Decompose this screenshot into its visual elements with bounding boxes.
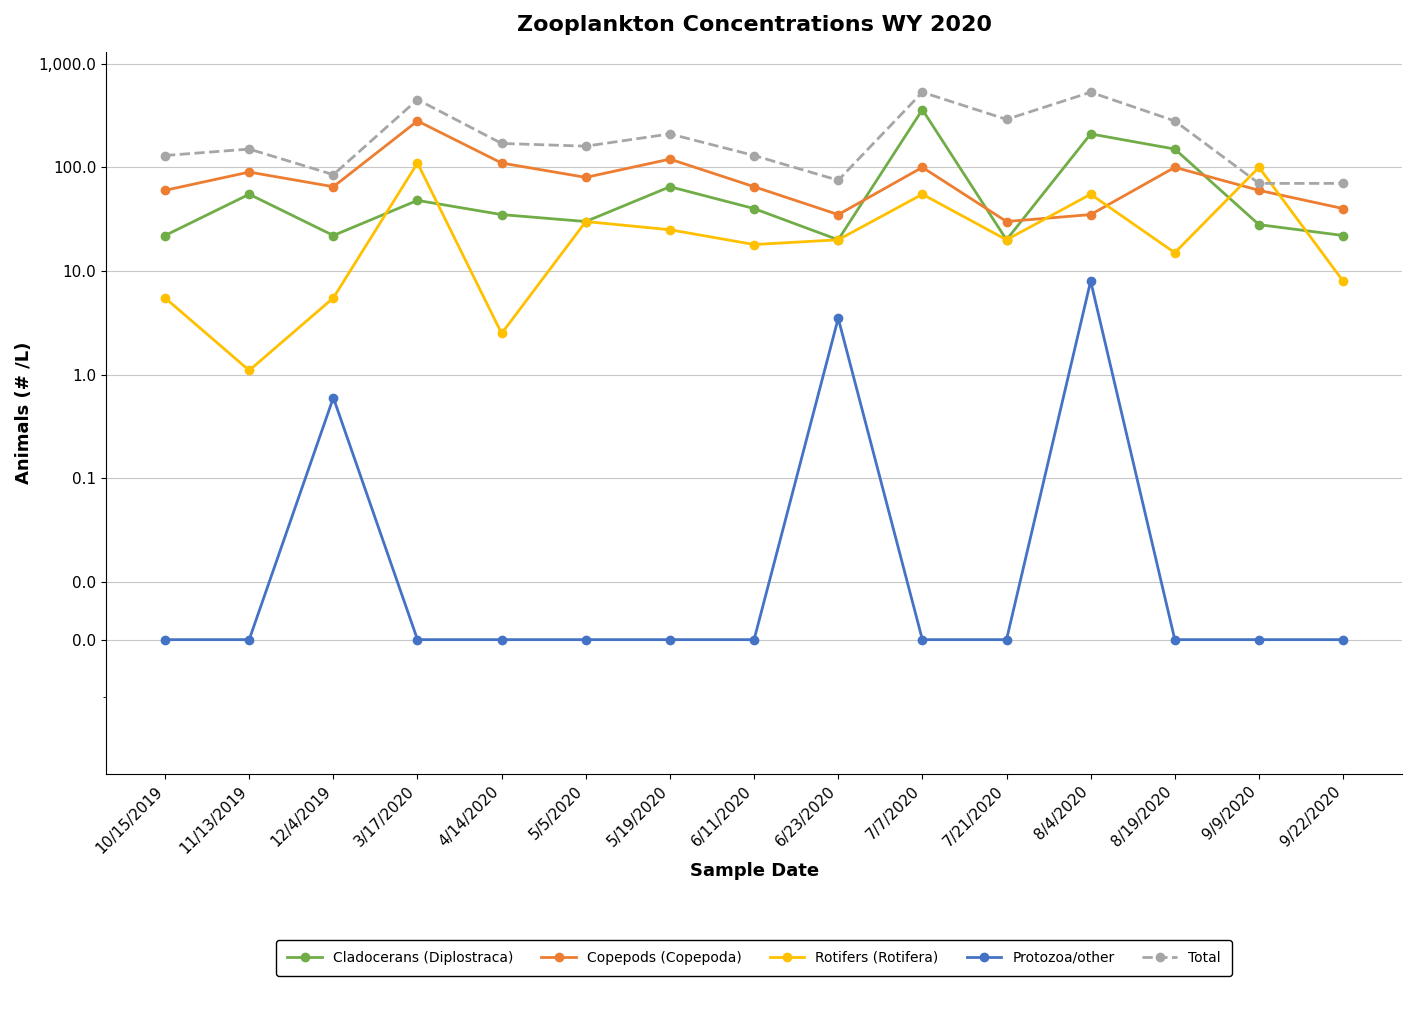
Protozoa/other [998, 634, 1015, 646]
Protozoa/other [324, 391, 341, 404]
Copepods (Copepoda) [1250, 184, 1267, 196]
Total [1250, 178, 1267, 190]
Rotifers (Rotifera) [410, 157, 427, 169]
Total [410, 94, 427, 106]
Protozoa/other [1335, 634, 1352, 646]
Total [998, 114, 1015, 126]
Copepods (Copepoda) [241, 166, 258, 179]
Protozoa/other [241, 634, 258, 646]
Total [577, 140, 594, 153]
Total [156, 150, 173, 162]
Legend: Cladocerans (Diplostraca), Copepods (Copepoda), Rotifers (Rotifera), Protozoa/ot: Cladocerans (Diplostraca), Copepods (Cop… [276, 940, 1231, 976]
Cladocerans (Diplostraca) [324, 229, 341, 241]
Line: Total: Total [162, 88, 1348, 188]
Total [241, 142, 258, 155]
Protozoa/other [1083, 275, 1100, 287]
Protozoa/other [830, 312, 847, 324]
Protozoa/other [493, 634, 510, 646]
Total [830, 174, 847, 187]
Protozoa/other [577, 634, 594, 646]
X-axis label: Sample Date: Sample Date [690, 862, 819, 879]
Total [662, 128, 679, 140]
Total [324, 168, 341, 181]
Copepods (Copepoda) [577, 171, 594, 184]
Total [1166, 115, 1183, 127]
Title: Zooplankton Concentrations WY 2020: Zooplankton Concentrations WY 2020 [517, 15, 992, 35]
Cladocerans (Diplostraca) [410, 194, 427, 206]
Cladocerans (Diplostraca) [577, 216, 594, 228]
Copepods (Copepoda) [410, 115, 427, 127]
Rotifers (Rotifera) [1335, 275, 1352, 287]
Total [493, 137, 510, 150]
Copepods (Copepoda) [998, 216, 1015, 228]
Protozoa/other [1250, 634, 1267, 646]
Rotifers (Rotifera) [241, 364, 258, 377]
Rotifers (Rotifera) [914, 188, 931, 200]
Protozoa/other [914, 634, 931, 646]
Copepods (Copepoda) [156, 184, 173, 196]
Protozoa/other [1166, 634, 1183, 646]
Y-axis label: Animals (# /L): Animals (# /L) [16, 342, 33, 484]
Cladocerans (Diplostraca) [156, 229, 173, 241]
Protozoa/other [156, 634, 173, 646]
Copepods (Copepoda) [914, 161, 931, 173]
Rotifers (Rotifera) [577, 216, 594, 228]
Protozoa/other [662, 634, 679, 646]
Cladocerans (Diplostraca) [1166, 142, 1183, 155]
Line: Protozoa/other: Protozoa/other [162, 277, 1348, 644]
Cladocerans (Diplostraca) [998, 233, 1015, 246]
Protozoa/other [410, 634, 427, 646]
Copepods (Copepoda) [324, 181, 341, 193]
Rotifers (Rotifera) [1250, 161, 1267, 173]
Cladocerans (Diplostraca) [745, 202, 762, 215]
Rotifers (Rotifera) [998, 233, 1015, 246]
Total [914, 86, 931, 98]
Protozoa/other [745, 634, 762, 646]
Cladocerans (Diplostraca) [1083, 128, 1100, 140]
Line: Cladocerans (Diplostraca): Cladocerans (Diplostraca) [162, 105, 1348, 244]
Rotifers (Rotifera) [493, 327, 510, 340]
Cladocerans (Diplostraca) [493, 208, 510, 221]
Cladocerans (Diplostraca) [1335, 229, 1352, 241]
Line: Copepods (Copepoda): Copepods (Copepoda) [162, 117, 1348, 226]
Rotifers (Rotifera) [324, 292, 341, 304]
Total [1335, 178, 1352, 190]
Rotifers (Rotifera) [1083, 188, 1100, 200]
Copepods (Copepoda) [1083, 208, 1100, 221]
Copepods (Copepoda) [745, 181, 762, 193]
Cladocerans (Diplostraca) [914, 103, 931, 116]
Rotifers (Rotifera) [830, 233, 847, 246]
Line: Rotifers (Rotifera): Rotifers (Rotifera) [162, 159, 1348, 375]
Copepods (Copepoda) [1335, 202, 1352, 215]
Rotifers (Rotifera) [662, 224, 679, 236]
Cladocerans (Diplostraca) [662, 181, 679, 193]
Rotifers (Rotifera) [156, 292, 173, 304]
Rotifers (Rotifera) [745, 238, 762, 251]
Rotifers (Rotifera) [1166, 247, 1183, 259]
Total [1083, 86, 1100, 98]
Total [745, 150, 762, 162]
Cladocerans (Diplostraca) [1250, 219, 1267, 231]
Cladocerans (Diplostraca) [241, 188, 258, 200]
Copepods (Copepoda) [493, 157, 510, 169]
Copepods (Copepoda) [1166, 161, 1183, 173]
Copepods (Copepoda) [662, 153, 679, 165]
Cladocerans (Diplostraca) [830, 233, 847, 246]
Copepods (Copepoda) [830, 208, 847, 221]
